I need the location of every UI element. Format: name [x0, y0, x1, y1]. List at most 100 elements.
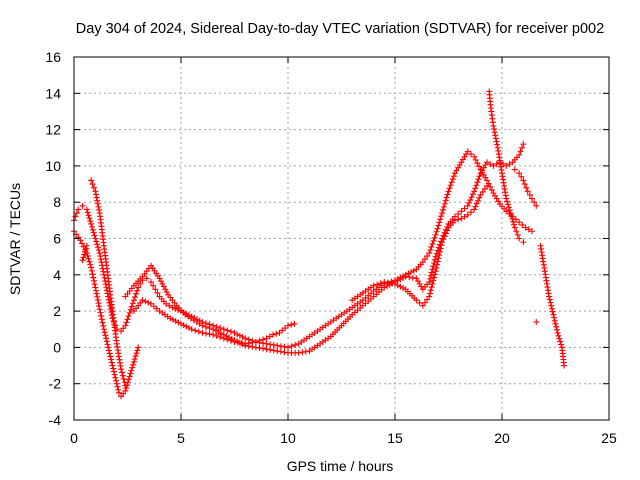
- data-point: [263, 340, 270, 347]
- data-point: [424, 253, 431, 260]
- data-point: [217, 334, 224, 341]
- data-point: [547, 299, 554, 306]
- data-point: [218, 330, 225, 337]
- data-point: [120, 375, 127, 382]
- data-point: [285, 322, 291, 329]
- data-point: [281, 349, 288, 356]
- data-point: [392, 280, 398, 287]
- data-point: [458, 215, 465, 222]
- data-point: [160, 283, 167, 290]
- data-point: [79, 202, 86, 209]
- data-point: [134, 347, 141, 354]
- y-tick-label: 8: [53, 194, 61, 210]
- data-point: [558, 341, 565, 348]
- data-point: [227, 328, 234, 335]
- series-track-b: [71, 228, 142, 400]
- data-point: [447, 182, 454, 189]
- data-point: [206, 325, 213, 332]
- data-point: [551, 317, 558, 324]
- data-point: [231, 338, 238, 345]
- data-point: [426, 293, 433, 300]
- data-point: [122, 382, 129, 389]
- data-point: [435, 255, 442, 262]
- data-point: [199, 322, 206, 329]
- data-point: [101, 329, 108, 336]
- data-point: [416, 299, 423, 306]
- data-point: [130, 358, 137, 365]
- data-point: [299, 349, 306, 356]
- data-point: [90, 229, 97, 236]
- data-point: [213, 332, 220, 339]
- data-point: [96, 250, 103, 257]
- data-point: [90, 277, 97, 284]
- data-point: [477, 191, 484, 198]
- data-point: [427, 287, 434, 294]
- data-point: [212, 327, 219, 334]
- data-point: [397, 276, 404, 283]
- data-point: [100, 326, 107, 333]
- data-point: [474, 179, 481, 186]
- data-point: [72, 213, 79, 220]
- x-tick-label: 25: [601, 430, 617, 446]
- data-point: [505, 204, 512, 211]
- data-point: [445, 188, 452, 195]
- data-point: [169, 316, 176, 323]
- data-point: [426, 250, 433, 257]
- data-point: [92, 284, 99, 291]
- data-point: [75, 234, 82, 241]
- y-tick-label: 12: [45, 122, 61, 138]
- data-point: [475, 197, 482, 204]
- data-point: [436, 248, 443, 255]
- y-tick-label: 4: [53, 267, 61, 283]
- data-point: [523, 184, 530, 191]
- y-tick-label: 14: [45, 85, 61, 101]
- data-point: [172, 305, 179, 312]
- data-point: [492, 135, 499, 142]
- data-point: [86, 215, 93, 222]
- data-point: [142, 298, 149, 305]
- data-point: [159, 280, 166, 287]
- data-point: [479, 188, 486, 195]
- data-point: [484, 177, 491, 184]
- data-point: [135, 284, 142, 291]
- data-point: [429, 266, 436, 273]
- data-point: [91, 281, 98, 288]
- data-point: [516, 219, 523, 226]
- data-point: [125, 376, 132, 383]
- data-point: [434, 258, 441, 265]
- data-point: [474, 160, 481, 167]
- data-point: [133, 290, 140, 297]
- data-point: [291, 320, 298, 327]
- data-point: [464, 211, 471, 218]
- data-point: [431, 274, 438, 281]
- data-point: [557, 338, 564, 345]
- data-point: [450, 173, 457, 180]
- data-point: [122, 387, 129, 394]
- data-point: [524, 188, 531, 195]
- data-point: [154, 289, 161, 296]
- data-point: [520, 177, 527, 184]
- data-point: [504, 198, 511, 205]
- data-point: [426, 279, 433, 286]
- data-point: [89, 181, 96, 188]
- y-tick-label: 0: [53, 339, 61, 355]
- data-point: [493, 138, 500, 145]
- data-point: [518, 173, 525, 180]
- data-point: [406, 274, 413, 281]
- data-point: [394, 282, 401, 289]
- data-point: [494, 141, 501, 148]
- data-point: [81, 251, 88, 258]
- data-point: [128, 303, 135, 310]
- data-point: [424, 296, 431, 303]
- data-point: [224, 327, 231, 334]
- data-point: [528, 228, 535, 235]
- data-point: [162, 286, 169, 293]
- data-point: [433, 228, 440, 235]
- data-point: [96, 306, 103, 313]
- data-point: [83, 242, 90, 249]
- data-point: [555, 332, 562, 339]
- data-point: [94, 241, 101, 248]
- data-point: [442, 230, 449, 237]
- data-point: [172, 318, 179, 325]
- data-point: [370, 282, 377, 289]
